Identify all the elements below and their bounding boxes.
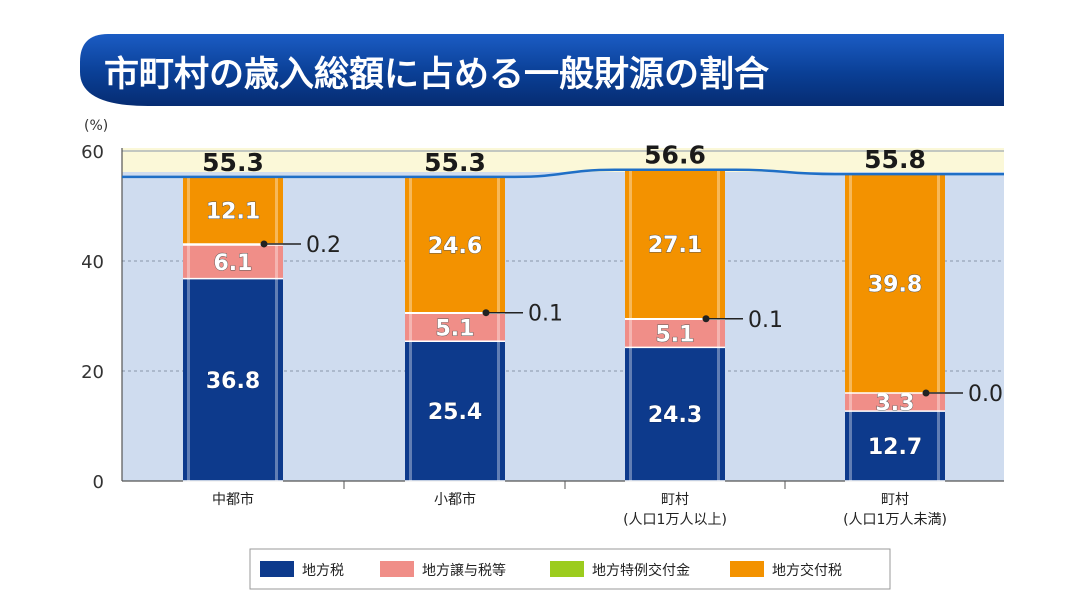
bar-value-label: 5.1 bbox=[656, 322, 695, 347]
bar-highlight bbox=[849, 411, 852, 481]
bar-highlight bbox=[275, 278, 278, 481]
bar-value-label: 39.8 bbox=[868, 273, 922, 298]
x-axis: 中都市 小都市 町村 (人口1万人以上) 町村 (人口1万人未満) bbox=[212, 491, 947, 528]
bar-highlight bbox=[629, 169, 632, 319]
totals: 55.3 55.3 56.6 55.8 bbox=[122, 141, 1004, 179]
y-axis-unit-label: (%) bbox=[84, 118, 108, 134]
legend-label: 地方税 bbox=[302, 563, 344, 579]
bar-value-label: 24.6 bbox=[428, 234, 482, 259]
chart-title: 市町村の歳入総額に占める一般財源の割合 bbox=[104, 55, 769, 95]
bar-highlight bbox=[717, 319, 720, 348]
bar-segment bbox=[405, 313, 505, 342]
callout-dot bbox=[482, 309, 490, 317]
callout-label: 0.2 bbox=[306, 233, 341, 258]
bar-segment bbox=[183, 177, 283, 244]
total-label: 55.3 bbox=[424, 148, 486, 177]
bar-highlight bbox=[849, 174, 852, 393]
y-tick-label: 0 bbox=[93, 472, 104, 493]
bar-highlight bbox=[717, 347, 720, 481]
bar-value-label: 27.1 bbox=[648, 233, 702, 258]
bar-value-label: 12.1 bbox=[206, 200, 260, 225]
total-line bbox=[122, 168, 1004, 179]
bar-highlight bbox=[187, 245, 190, 279]
callout-label: 0.1 bbox=[748, 308, 783, 333]
y-tick-label: 20 bbox=[81, 362, 104, 383]
bar-highlight bbox=[497, 313, 500, 342]
bar-highlight bbox=[629, 347, 632, 481]
bar-segment bbox=[405, 177, 505, 313]
title-banner-shape bbox=[80, 34, 1004, 106]
legend-label: 地方特例交付金 bbox=[592, 562, 690, 579]
bar-highlight bbox=[187, 278, 190, 481]
legend: 地方税 地方譲与税等 地方特例交付金 地方交付税 bbox=[249, 548, 891, 590]
bar-value-label: 6.1 bbox=[214, 251, 253, 276]
bar-segment bbox=[625, 347, 725, 481]
bar-value-label: 5.1 bbox=[436, 316, 475, 341]
callout-label: 0.0 bbox=[968, 382, 1003, 407]
legend-swatch bbox=[550, 561, 584, 577]
x-tick-label-sub: (人口1万人未満) bbox=[843, 512, 947, 528]
bar-highlight bbox=[409, 177, 412, 313]
bar-segment bbox=[183, 278, 283, 481]
bar-segment bbox=[405, 341, 505, 481]
legend-label: 地方交付税 bbox=[772, 562, 842, 579]
bar-highlight bbox=[187, 177, 190, 244]
bar-segment bbox=[845, 174, 945, 393]
y-tick-label: 60 bbox=[81, 142, 104, 163]
legend-swatch bbox=[260, 561, 294, 577]
bar-highlight bbox=[409, 341, 412, 481]
total-label: 56.6 bbox=[644, 141, 706, 170]
title-banner: 市町村の歳入総額に占める一般財源の割合 bbox=[80, 34, 1004, 106]
bar-value-label: 25.4 bbox=[428, 400, 482, 425]
bar-segment bbox=[845, 393, 945, 412]
callout-dot bbox=[922, 389, 930, 397]
bar-segment bbox=[845, 411, 945, 481]
x-tick-label: 小都市 bbox=[434, 491, 476, 508]
x-tick-label: 町村 bbox=[881, 492, 909, 508]
bar-segment bbox=[625, 319, 725, 348]
bar-highlight bbox=[409, 313, 412, 342]
bar-highlight bbox=[275, 245, 278, 279]
legend-swatch bbox=[730, 561, 764, 577]
x-tick-label: 町村 bbox=[661, 492, 689, 508]
y-axis: 0 20 40 60 bbox=[81, 142, 123, 493]
plot-top-band bbox=[122, 148, 1004, 172]
bar-value-label: 12.7 bbox=[868, 435, 922, 460]
callout-dot bbox=[702, 315, 710, 323]
x-tick-label: 中都市 bbox=[212, 491, 254, 508]
bar-highlight bbox=[717, 169, 720, 319]
legend-label: 地方譲与税等 bbox=[422, 562, 506, 579]
bar-segment bbox=[183, 245, 283, 279]
bar-highlight bbox=[937, 393, 940, 412]
bar-segment bbox=[625, 169, 725, 319]
y-tick-label: 40 bbox=[81, 252, 104, 273]
bar-highlight bbox=[275, 177, 278, 244]
callouts: 0.2 0.1 0.1 0.0 bbox=[260, 233, 1003, 407]
bar-highlight bbox=[937, 174, 940, 393]
bar-highlight bbox=[497, 341, 500, 481]
total-label: 55.3 bbox=[202, 148, 264, 177]
legend-swatch bbox=[380, 561, 414, 577]
bar-highlight bbox=[497, 177, 500, 313]
bar-value-label: 36.8 bbox=[206, 369, 260, 394]
bar-value-label: 3.3 bbox=[876, 391, 915, 416]
bar-highlight bbox=[629, 319, 632, 348]
total-label: 55.8 bbox=[864, 145, 926, 174]
callout-label: 0.1 bbox=[528, 302, 563, 327]
callout-dot bbox=[260, 240, 268, 248]
bar-highlight bbox=[849, 393, 852, 412]
bars: 36.8 6.1 12.1 25.4 5.1 24.6 24.3 5.1 27.1 12.7 3.3… bbox=[183, 169, 945, 482]
bar-value-label: 24.3 bbox=[648, 403, 702, 428]
bar-highlight bbox=[937, 411, 940, 481]
x-tick-label-sub: (人口1万人以上) bbox=[623, 512, 727, 528]
